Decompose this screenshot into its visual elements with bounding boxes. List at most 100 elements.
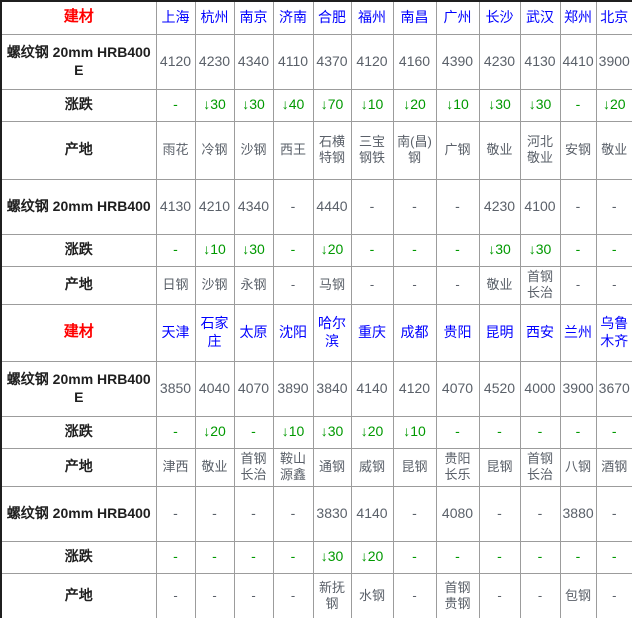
city-header-cell[interactable]: 太原 — [233, 303, 274, 362]
material-header-cell: 建材 — [0, 0, 157, 35]
row-label-cell: 螺纹钢 20mm HRB400 — [0, 485, 157, 542]
row-label-cell: 涨跌 — [0, 540, 157, 574]
change-cell: ↓20 — [194, 415, 235, 449]
price-cell: - — [272, 485, 314, 542]
change-cell: - — [272, 233, 314, 267]
price-row: 螺纹钢 20mm HRB400- - - -3830 4140-4080- -3880- — [0, 485, 632, 542]
city-header-cell[interactable]: 上海 — [155, 0, 196, 35]
change-cell: - — [272, 540, 314, 574]
change-cell: ↓30 — [478, 88, 521, 122]
change-cell: ↓30 — [312, 415, 352, 449]
row-label-cell: 螺纹钢 20mm HRB400E — [0, 360, 157, 417]
price-cell: 4110 — [272, 33, 314, 90]
origin-cell: - — [155, 572, 196, 618]
change-cell: - — [559, 233, 597, 267]
city-header-cell[interactable]: 北京 — [595, 0, 632, 35]
origin-cell: - — [519, 572, 561, 618]
city-header-cell[interactable]: 兰州 — [559, 303, 597, 362]
change-cell: ↓30 — [312, 540, 352, 574]
section-header-row: 建材 上海 杭州 南京 济南 合肥 福州 南昌 广州 长沙 武汉 郑州 北京 — [0, 0, 632, 35]
origin-cell: - — [194, 572, 235, 618]
city-header-cell[interactable]: 石家庄 — [194, 303, 235, 362]
city-header-cell[interactable]: 广州 — [435, 0, 480, 35]
price-cell: 4370 — [312, 33, 352, 90]
city-header-cell[interactable]: 济南 — [272, 0, 314, 35]
origin-cell: 敬业 — [478, 265, 521, 305]
origin-cell: - — [350, 265, 394, 305]
origin-row: 产地 雨花 冷钢 沙钢 西王 石横特钢 三宝钢铁 南(昌)钢 广钢 敬业 河北敬业 安钢 敬业 — [0, 120, 632, 180]
origin-cell: - — [595, 572, 632, 618]
price-cell: 4120 — [392, 360, 437, 417]
origin-cell: 冷钢 — [194, 120, 235, 180]
change-cell: ↓10 — [194, 233, 235, 267]
change-cell: - — [155, 415, 196, 449]
change-cell: - — [233, 540, 274, 574]
change-cell: ↓10 — [392, 415, 437, 449]
city-header-cell[interactable]: 南京 — [233, 0, 274, 35]
change-row: 涨跌 - ↓20- ↓10 ↓30 ↓20 ↓10- - - - - — [0, 415, 632, 449]
origin-cell: - — [233, 572, 274, 618]
price-cell: - — [233, 485, 274, 542]
row-label-cell: 产地 — [0, 447, 157, 487]
origin-cell: 石横特钢 — [312, 120, 352, 180]
change-cell: - — [435, 540, 480, 574]
city-header-cell[interactable]: 乌鲁木齐 — [595, 303, 632, 362]
origin-cell: 首钢贵钢 — [435, 572, 480, 618]
city-header-cell[interactable]: 成都 — [392, 303, 437, 362]
city-header-cell[interactable]: 合肥 — [312, 0, 352, 35]
origin-cell: 雨花 — [155, 120, 196, 180]
price-cell: 4140 — [350, 485, 394, 542]
price-cell: - — [435, 178, 480, 235]
change-cell: - — [155, 540, 196, 574]
row-label-cell: 涨跌 — [0, 88, 157, 122]
price-cell: 4120 — [155, 33, 196, 90]
price-cell: 4340 — [233, 33, 274, 90]
origin-cell: 南(昌)钢 — [392, 120, 437, 180]
price-cell: - — [519, 485, 561, 542]
row-label-cell: 涨跌 — [0, 415, 157, 449]
city-header-cell[interactable]: 天津 — [155, 303, 196, 362]
price-cell: - — [392, 178, 437, 235]
origin-cell: - — [392, 265, 437, 305]
city-header-cell[interactable]: 杭州 — [194, 0, 235, 35]
origin-cell: 敬业 — [478, 120, 521, 180]
origin-cell: 水钢 — [350, 572, 394, 618]
city-header-cell[interactable]: 哈尔滨 — [312, 303, 352, 362]
price-cell: 4440 — [312, 178, 352, 235]
origin-cell: 昆钢 — [392, 447, 437, 487]
change-cell: - — [478, 415, 521, 449]
city-header-cell[interactable]: 昆明 — [478, 303, 521, 362]
price-cell: 3900 — [559, 360, 597, 417]
price-cell: 4080 — [435, 485, 480, 542]
city-header-cell[interactable]: 长沙 — [478, 0, 521, 35]
origin-cell: 敬业 — [194, 447, 235, 487]
city-header-cell[interactable]: 贵阳 — [435, 303, 480, 362]
origin-cell: 威钢 — [350, 447, 394, 487]
city-header-cell[interactable]: 西安 — [519, 303, 561, 362]
price-cell: - — [194, 485, 235, 542]
change-cell: ↓10 — [350, 88, 394, 122]
origin-cell: 首钢长治 — [519, 447, 561, 487]
price-cell: 4130 — [155, 178, 196, 235]
change-cell: - — [392, 540, 437, 574]
price-cell: 4000 — [519, 360, 561, 417]
price-cell: - — [595, 178, 632, 235]
change-cell: ↓20 — [312, 233, 352, 267]
city-header-cell[interactable]: 武汉 — [519, 0, 561, 35]
origin-row: 产地 津西 敬业 首钢长治 鞍山源鑫 通钢 威钢 昆钢 贵阳长乐 昆钢 首钢长治 八钢 酒钢 — [0, 447, 632, 487]
change-cell: ↓30 — [519, 88, 561, 122]
price-cell: - — [559, 178, 597, 235]
price-cell: 4070 — [435, 360, 480, 417]
city-header-cell[interactable]: 郑州 — [559, 0, 597, 35]
change-cell: ↓20 — [350, 540, 394, 574]
change-cell: - — [155, 233, 196, 267]
city-header-cell[interactable]: 南昌 — [392, 0, 437, 35]
origin-cell: 永钢 — [233, 265, 274, 305]
origin-cell: - — [595, 265, 632, 305]
city-header-cell[interactable]: 重庆 — [350, 303, 394, 362]
city-header-cell[interactable]: 沈阳 — [272, 303, 314, 362]
row-label-cell: 螺纹钢 20mm HRB400 — [0, 178, 157, 235]
price-cell: 4230 — [194, 33, 235, 90]
city-header-cell[interactable]: 福州 — [350, 0, 394, 35]
